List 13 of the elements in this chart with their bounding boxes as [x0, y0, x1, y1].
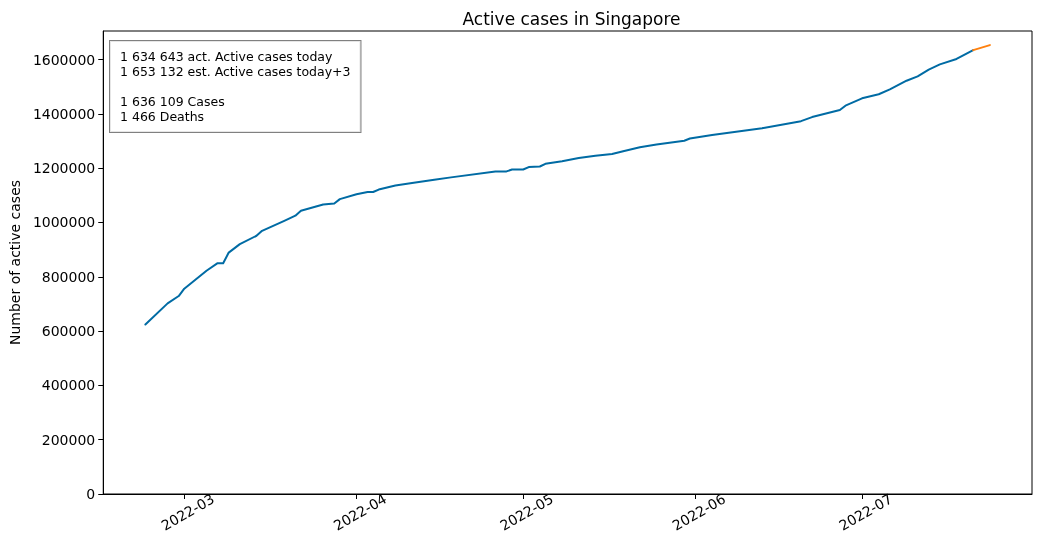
y-tick-label: 200000 — [41, 431, 96, 448]
y-tick-label: 1600000 — [32, 51, 96, 68]
y-tick-label: 0 — [86, 486, 96, 502]
y-tick-label: 800000 — [41, 268, 96, 285]
y-tick-label: 1200000 — [32, 160, 96, 177]
annotation: 1 634 643 act. Active cases today 1 653 132 est. Active cases today+3 — [120, 49, 351, 79]
y-axis-title: Number of active cases — [7, 179, 23, 346]
y-tick-label: 400000 — [41, 377, 96, 394]
y-tick-label: 1400000 — [32, 105, 96, 122]
y-tick-label: 600000 — [41, 323, 96, 340]
annotation: 1 636 109 Cases 1 466 Deaths — [120, 94, 225, 124]
y-tick-label: 1000000 — [32, 214, 96, 231]
chart-title: Active cases in Singapore — [462, 8, 681, 29]
